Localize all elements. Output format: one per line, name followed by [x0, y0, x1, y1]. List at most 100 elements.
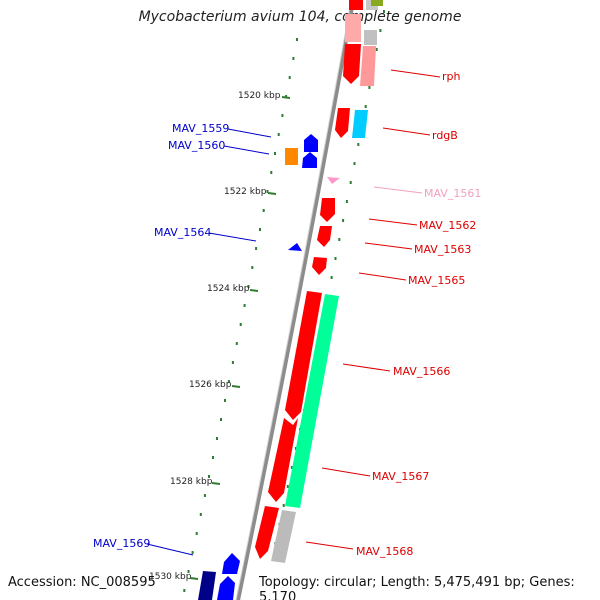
- minor-tick-outer: [282, 504, 285, 507]
- gene-MAV_1564[interactable]: [288, 243, 302, 251]
- gene-label-MAV_1560[interactable]: MAV_1560: [168, 139, 225, 152]
- gene-arrow-MAV_1565: [312, 257, 327, 275]
- gene-label-MAV_1562[interactable]: MAV_1562: [419, 219, 476, 232]
- gene-label-MAV_1559[interactable]: MAV_1559: [172, 122, 229, 135]
- gene-rdgB[interactable]: [335, 108, 368, 138]
- minor-tick-outer: [334, 257, 337, 260]
- minor-tick-inner: [247, 285, 250, 288]
- gene-MAV_1567[interactable]: [268, 418, 298, 502]
- leader-rph: [390, 69, 441, 78]
- gene-arrow-MAV_1567: [268, 418, 298, 502]
- minor-tick-outer: [375, 48, 378, 51]
- leader-MAV_1569: [146, 543, 194, 556]
- gene-label-MAV_1569[interactable]: MAV_1569: [93, 537, 150, 550]
- minor-tick-inner: [231, 361, 234, 364]
- gene-MAV_1563[interactable]: [317, 226, 332, 247]
- map-title: Mycobacterium avium 104, complete genome: [138, 9, 462, 25]
- minor-tick-inner: [285, 95, 288, 98]
- gene-MAV_1562[interactable]: [320, 198, 335, 222]
- tick-dash-1522: [267, 192, 277, 195]
- minor-tick-inner: [259, 228, 261, 231]
- genome-backbone-highlight: [235, 0, 352, 600]
- tick-dash-1520: [281, 96, 291, 99]
- minor-tick-outer: [338, 238, 341, 241]
- minor-tick-inner: [191, 551, 194, 554]
- gene-label-MAV_1564[interactable]: MAV_1564: [154, 226, 211, 239]
- minor-tick-inner: [183, 589, 186, 592]
- minor-tick-outer: [290, 466, 293, 469]
- gene-MAV_1559[interactable]: [304, 134, 318, 152]
- minor-tick-outer: [357, 143, 360, 146]
- minor-tick-inner: [296, 38, 298, 41]
- genome-backbone: [236, 0, 356, 600]
- gene-label-rdgB[interactable]: rdgB: [432, 129, 458, 142]
- minor-tick-inner: [270, 171, 273, 174]
- minor-tick-inner: [281, 114, 284, 117]
- tick-dash-1524: [249, 289, 259, 292]
- gene-arrow-MAV_1563: [317, 226, 332, 247]
- minor-tick-inner: [266, 190, 269, 193]
- tick-dashes: [189, 96, 291, 580]
- gene-label-MAV_1566[interactable]: MAV_1566: [393, 365, 450, 378]
- leader-MAV_1560: [223, 145, 270, 155]
- gene-MAV_1565[interactable]: [312, 257, 327, 275]
- minor-tick-inner: [239, 323, 242, 326]
- minor-tick-inner: [199, 513, 202, 516]
- gene-arrow-MAV_1564: [288, 243, 302, 251]
- gene-arrow-MAV_1566: [285, 291, 322, 420]
- minor-tick-outer: [368, 86, 371, 89]
- gene-label-rph[interactable]: rph: [442, 70, 461, 83]
- minor-tick-inner: [255, 247, 258, 250]
- gene-rph[interactable]: [343, 44, 376, 86]
- minor-tick-inner: [292, 57, 295, 60]
- gene-MAV_1560[interactable]: [285, 148, 317, 168]
- minor-tick-outer: [353, 162, 356, 165]
- leader-rdgB: [382, 127, 431, 136]
- minor-tick-inner: [195, 532, 198, 535]
- cog-bar-MAV_1568: [271, 510, 296, 563]
- minor-tick-inner: [187, 570, 190, 573]
- leader-MAV_1565: [358, 272, 407, 281]
- gene-label-MAV_1567[interactable]: MAV_1567: [372, 470, 429, 483]
- minor-tick-outer: [383, 10, 385, 13]
- minor-tick-inner: [212, 456, 214, 459]
- tick-dash-1528: [211, 482, 221, 485]
- minor-tick-outer: [379, 29, 382, 32]
- gene-MAV_1566[interactable]: [285, 291, 339, 508]
- partial-gene-green: [371, 0, 383, 6]
- minor-tick-outer: [364, 105, 367, 108]
- tick-label-1526: 1526 kbp: [189, 380, 232, 390]
- gene-label-MAV_1568[interactable]: MAV_1568: [356, 545, 413, 558]
- minor-tick-outer: [345, 200, 348, 203]
- leader-MAV_1561: [373, 186, 423, 194]
- gene-arrow-MAV_1568: [255, 506, 279, 559]
- cog-bar-MAV_1569: [198, 571, 216, 600]
- minor-tick-inner: [224, 399, 226, 402]
- gene-arrow-MAV_1569: [222, 553, 240, 574]
- gene-MAV_1568[interactable]: [255, 506, 296, 563]
- tick-label-1522: 1522 kbp: [224, 187, 267, 197]
- gene-label-MAV_1563[interactable]: MAV_1563: [414, 243, 471, 256]
- gene-label-MAV_1565[interactable]: MAV_1565: [408, 274, 465, 287]
- gene-MAV_1561[interactable]: [327, 177, 340, 184]
- minor-tick-inner: [227, 380, 230, 383]
- top-partial-features: [345, 0, 383, 45]
- gene-MAV_1569[interactable]: [198, 553, 240, 600]
- minor-tick-inner: [243, 304, 246, 307]
- minor-tick-inner: [288, 76, 291, 79]
- leader-MAV_1566: [342, 363, 391, 372]
- gene-arrow-MAV_1559: [304, 134, 318, 152]
- gene-arrow-MAV_1569-b: [217, 576, 235, 600]
- minor-tick-inner: [277, 133, 280, 136]
- gene-arrow-MAV_1561: [327, 177, 340, 184]
- minor-tick-outer: [286, 485, 289, 488]
- partial-gene-red-2: [345, 14, 361, 42]
- gene-arrow-rph: [343, 44, 361, 84]
- gene-label-MAV_1561[interactable]: MAV_1561: [424, 187, 481, 200]
- minor-tick-inner: [216, 437, 218, 440]
- tick-label-1524: 1524 kbp: [207, 284, 250, 294]
- leader-MAV_1567: [321, 467, 371, 477]
- minor-tick-inner: [251, 266, 254, 269]
